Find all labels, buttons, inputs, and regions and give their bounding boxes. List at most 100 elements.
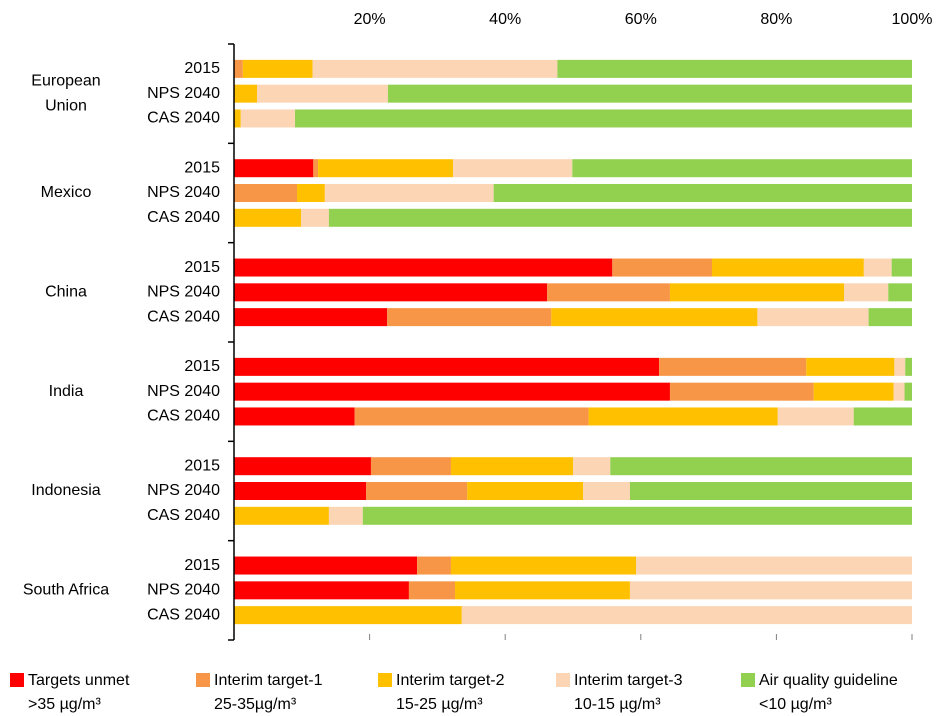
bar-segment	[629, 581, 912, 600]
bar-segment	[891, 258, 912, 277]
legend-sublabel: 25-35µg/m³	[214, 696, 297, 713]
y-tick-label: CAS 2040	[147, 110, 220, 127]
bar-segment	[863, 258, 892, 277]
bar-segment	[467, 482, 584, 500]
x-tick-label: 100%	[892, 11, 933, 28]
bar-segment	[234, 581, 409, 600]
bar-segment	[583, 482, 630, 500]
legend-label: Targets unmet	[28, 672, 130, 689]
bar-segment	[387, 84, 912, 103]
y-tick-label: 2015	[184, 457, 220, 474]
legend-sublabel: 10-15 µg/m³	[574, 696, 661, 713]
legend-sublabel: 15-25 µg/m³	[396, 696, 483, 713]
y-tick-label: NPS 2040	[147, 482, 220, 499]
y-tick-label: NPS 2040	[147, 184, 220, 201]
bar-segment	[455, 581, 630, 600]
y-tick-label: 2015	[184, 557, 220, 574]
bar-segment	[610, 457, 912, 476]
bar-segment	[234, 407, 355, 426]
bar-segment	[234, 283, 548, 302]
bar-segment	[905, 357, 912, 376]
x-tick-label: 40%	[489, 11, 521, 28]
bar-segment	[853, 407, 912, 426]
legend-swatch	[10, 673, 24, 687]
bar-segment	[234, 506, 329, 525]
bar-segment	[318, 159, 453, 178]
legend-label: Air quality guideline	[759, 672, 898, 689]
y-tick-label: 2015	[184, 358, 220, 375]
bar-segment	[297, 184, 325, 202]
bar-segment	[234, 208, 302, 227]
bar-segment	[313, 159, 319, 178]
bar-segment	[777, 407, 854, 426]
bar-segment	[301, 208, 329, 227]
legend-label: Interim target-2	[396, 672, 505, 689]
bar-segment	[328, 208, 912, 227]
bar-segment	[894, 357, 906, 376]
legend-sublabel: >35 µg/m³	[28, 696, 101, 713]
bar-segment	[234, 159, 314, 178]
bar-segment	[669, 382, 814, 401]
bar-segment	[417, 556, 451, 575]
bar-segment	[450, 457, 573, 476]
y-tick-label: 2015	[184, 60, 220, 77]
y-tick-label: CAS 2040	[147, 606, 220, 623]
bar-segment	[844, 283, 889, 302]
group-label: China	[45, 284, 87, 301]
bar-segment	[888, 283, 912, 302]
bar-segment	[711, 258, 864, 277]
bar-segment	[234, 109, 241, 128]
bar-segment	[234, 556, 418, 575]
bar-segment	[312, 59, 558, 78]
bar-segment	[370, 457, 451, 476]
bar-segment	[408, 581, 456, 600]
y-tick-label: NPS 2040	[147, 582, 220, 599]
bar-segment	[234, 184, 298, 202]
bar-segment	[669, 283, 845, 302]
y-tick-label: NPS 2040	[147, 383, 220, 400]
y-tick-label: NPS 2040	[147, 85, 220, 102]
bar-segment	[234, 482, 367, 500]
bar-segment	[612, 258, 712, 277]
bar-segment	[806, 357, 895, 376]
bar-segment	[572, 159, 912, 178]
bar-segment	[242, 59, 313, 78]
bar-segment	[354, 407, 589, 426]
bar-segment	[234, 258, 613, 277]
bar-segment	[234, 382, 670, 401]
bar-segment	[636, 556, 912, 575]
bar-segment	[551, 308, 758, 327]
bar-segment	[324, 184, 494, 202]
y-tick-label: CAS 2040	[147, 507, 220, 524]
bar-segment	[328, 506, 363, 525]
x-tick-label: 20%	[354, 11, 386, 28]
bar-segment	[893, 382, 905, 401]
bar-segment	[450, 556, 637, 575]
bar-segment	[257, 84, 388, 103]
bar-segment	[547, 283, 670, 302]
bar-segment	[659, 357, 807, 376]
bar-segment	[557, 59, 912, 78]
y-tick-label: CAS 2040	[147, 209, 220, 226]
legend-swatch	[378, 673, 392, 687]
group-label: South Africa	[23, 582, 109, 599]
bar-segment	[234, 457, 371, 476]
legend-label: Interim target-3	[574, 672, 683, 689]
legend-swatch	[741, 673, 755, 687]
bar-segment	[461, 606, 912, 625]
bar-segment	[387, 308, 552, 327]
group-label: Mexico	[41, 184, 92, 201]
y-tick-label: NPS 2040	[147, 284, 220, 301]
y-tick-label: 2015	[184, 159, 220, 176]
bar-segment	[868, 308, 912, 327]
bar-segment	[452, 159, 573, 178]
bar-segment	[362, 506, 912, 525]
bar-segment	[813, 382, 894, 401]
group-label: Indonesia	[31, 482, 100, 499]
y-tick-label: CAS 2040	[147, 408, 220, 425]
bar-segment	[234, 606, 462, 625]
legend-swatch	[196, 673, 210, 687]
bar-segment	[234, 357, 660, 376]
x-tick-label: 80%	[760, 11, 792, 28]
